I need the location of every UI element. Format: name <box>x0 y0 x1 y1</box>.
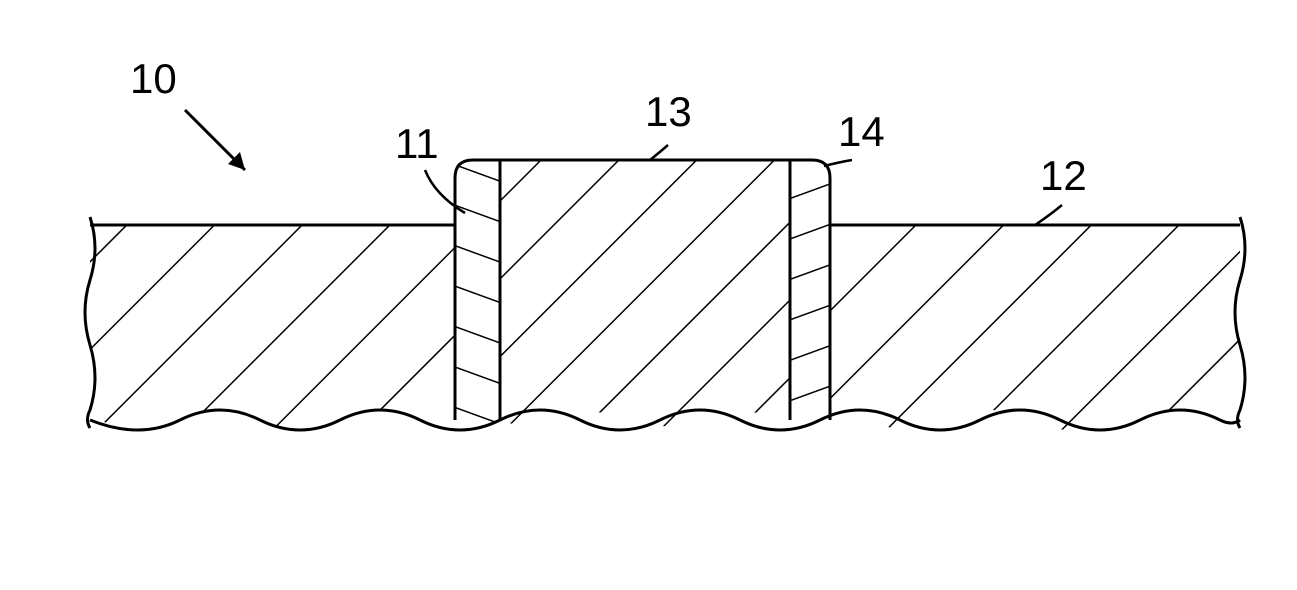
arrow-10 <box>185 110 245 170</box>
feature-side-right <box>790 160 830 423</box>
label-11: 11 <box>395 120 439 168</box>
feature-side-left <box>455 160 500 423</box>
label-14: 14 <box>838 108 885 156</box>
leader-12 <box>1035 205 1062 225</box>
substrate-left <box>90 225 455 430</box>
label-10: 10 <box>130 55 177 103</box>
cross-section-diagram: 10 11 13 14 12 <box>0 0 1297 590</box>
leader-13 <box>650 145 668 160</box>
label-13: 13 <box>645 88 692 136</box>
leader-14 <box>824 160 852 166</box>
label-12: 12 <box>1040 152 1087 200</box>
feature-center <box>500 160 790 428</box>
substrate-right <box>830 225 1240 430</box>
